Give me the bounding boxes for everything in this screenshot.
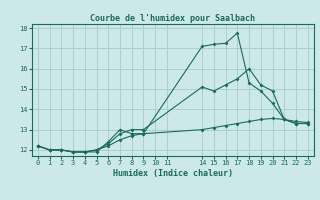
Title: Courbe de l'humidex pour Saalbach: Courbe de l'humidex pour Saalbach: [90, 14, 255, 23]
X-axis label: Humidex (Indice chaleur): Humidex (Indice chaleur): [113, 169, 233, 178]
